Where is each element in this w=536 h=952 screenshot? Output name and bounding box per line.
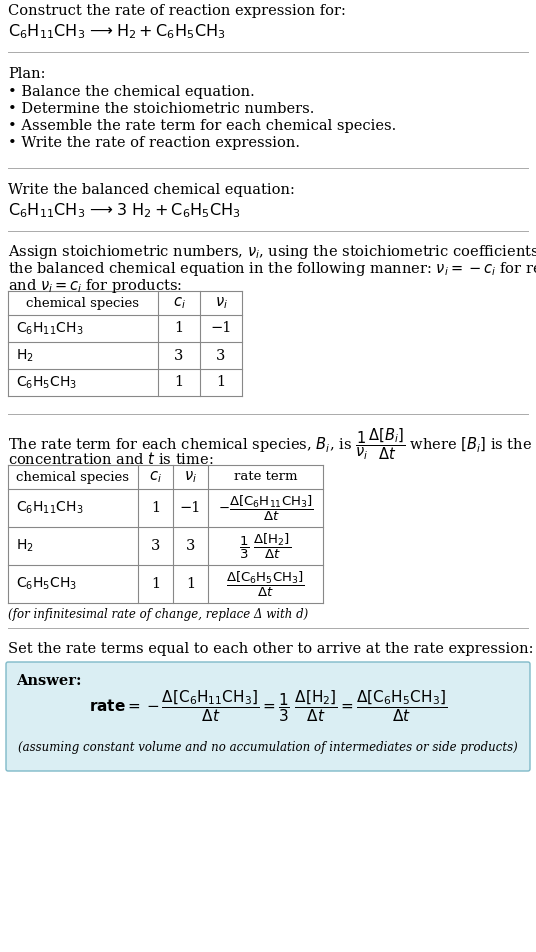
Text: The rate term for each chemical species, $B_i$, is $\dfrac{1}{\nu_i}\dfrac{\Delt: The rate term for each chemical species,… xyxy=(8,426,536,462)
Text: chemical species: chemical species xyxy=(17,470,130,484)
Text: $\dfrac{\Delta[\mathrm{C_6H_5CH_3}]}{\Delta t}$: $\dfrac{\Delta[\mathrm{C_6H_5CH_3}]}{\De… xyxy=(226,569,305,599)
Text: $\mathregular{H_2 + C_6H_5CH_3}$: $\mathregular{H_2 + C_6H_5CH_3}$ xyxy=(116,22,226,41)
Text: $\mathregular{C_6H_{11}CH_3}$: $\mathregular{C_6H_{11}CH_3}$ xyxy=(16,500,84,516)
Text: • Balance the chemical equation.: • Balance the chemical equation. xyxy=(8,85,255,99)
Text: $\longrightarrow$: $\longrightarrow$ xyxy=(86,201,113,216)
Text: and $\nu_i = c_i$ for products:: and $\nu_i = c_i$ for products: xyxy=(8,277,182,295)
Text: $\longrightarrow$: $\longrightarrow$ xyxy=(86,22,113,37)
Text: Plan:: Plan: xyxy=(8,67,46,81)
Text: $\mathregular{C_6H_{11}CH_3}$: $\mathregular{C_6H_{11}CH_3}$ xyxy=(8,201,85,220)
Text: $\mathregular{H_2}$: $\mathregular{H_2}$ xyxy=(16,347,34,364)
Text: Assign stoichiometric numbers, $\nu_i$, using the stoichiometric coefficients, $: Assign stoichiometric numbers, $\nu_i$, … xyxy=(8,243,536,261)
Text: • Assemble the rate term for each chemical species.: • Assemble the rate term for each chemic… xyxy=(8,119,396,133)
Text: Set the rate terms equal to each other to arrive at the rate expression:: Set the rate terms equal to each other t… xyxy=(8,642,533,656)
Text: 3: 3 xyxy=(217,348,226,363)
Text: • Determine the stoichiometric numbers.: • Determine the stoichiometric numbers. xyxy=(8,102,315,116)
FancyBboxPatch shape xyxy=(6,662,530,771)
Text: chemical species: chemical species xyxy=(26,296,139,309)
Text: $\mathregular{C_6H_{11}CH_3}$: $\mathregular{C_6H_{11}CH_3}$ xyxy=(8,22,85,41)
Text: −1: −1 xyxy=(210,322,232,335)
Text: (assuming constant volume and no accumulation of intermediates or side products): (assuming constant volume and no accumul… xyxy=(18,741,518,754)
Text: Construct the rate of reaction expression for:: Construct the rate of reaction expressio… xyxy=(8,4,346,18)
Text: 1: 1 xyxy=(174,322,183,335)
Text: rate term: rate term xyxy=(234,470,297,484)
Text: $\mathregular{H_2}$: $\mathregular{H_2}$ xyxy=(16,538,34,554)
Text: Answer:: Answer: xyxy=(16,674,81,688)
Text: $\mathregular{C_6H_{11}CH_3}$: $\mathregular{C_6H_{11}CH_3}$ xyxy=(16,320,84,337)
Text: the balanced chemical equation in the following manner: $\nu_i = -c_i$ for react: the balanced chemical equation in the fo… xyxy=(8,260,536,278)
Text: $\nu_i$: $\nu_i$ xyxy=(214,295,227,311)
Text: 1: 1 xyxy=(151,577,160,591)
Text: $\mathregular{C_6H_5CH_3}$: $\mathregular{C_6H_5CH_3}$ xyxy=(16,374,77,390)
Text: • Write the rate of reaction expression.: • Write the rate of reaction expression. xyxy=(8,136,300,150)
Text: 1: 1 xyxy=(186,577,195,591)
Text: 3: 3 xyxy=(186,539,195,553)
Text: $c_i$: $c_i$ xyxy=(173,295,185,311)
Text: 3: 3 xyxy=(174,348,184,363)
Text: concentration and $t$ is time:: concentration and $t$ is time: xyxy=(8,451,213,467)
Text: (for infinitesimal rate of change, replace Δ with d): (for infinitesimal rate of change, repla… xyxy=(8,608,308,621)
Text: 3: 3 xyxy=(151,539,160,553)
Text: Write the balanced chemical equation:: Write the balanced chemical equation: xyxy=(8,183,295,197)
Text: $\mathbf{rate} = -\dfrac{\Delta[\mathrm{C_6H_{11}CH_3}]}{\Delta t} = \dfrac{1}{3: $\mathbf{rate} = -\dfrac{\Delta[\mathrm{… xyxy=(89,688,447,724)
Text: $\mathregular{C_6H_5CH_3}$: $\mathregular{C_6H_5CH_3}$ xyxy=(16,576,77,592)
Text: 1: 1 xyxy=(151,501,160,515)
Text: $\mathregular{3\ H_2 + C_6H_5CH_3}$: $\mathregular{3\ H_2 + C_6H_5CH_3}$ xyxy=(116,201,241,220)
Text: $c_i$: $c_i$ xyxy=(149,469,162,485)
Text: $\dfrac{1}{3}\ \dfrac{\Delta[\mathrm{H_2}]}{\Delta t}$: $\dfrac{1}{3}\ \dfrac{\Delta[\mathrm{H_2… xyxy=(240,531,292,561)
Text: 1: 1 xyxy=(174,375,183,389)
Text: $-\dfrac{\Delta[\mathrm{C_6H_{11}CH_3}]}{\Delta t}$: $-\dfrac{\Delta[\mathrm{C_6H_{11}CH_3}]}… xyxy=(218,493,314,523)
Text: 1: 1 xyxy=(217,375,226,389)
Text: −1: −1 xyxy=(180,501,201,515)
Text: $\nu_i$: $\nu_i$ xyxy=(184,469,197,485)
